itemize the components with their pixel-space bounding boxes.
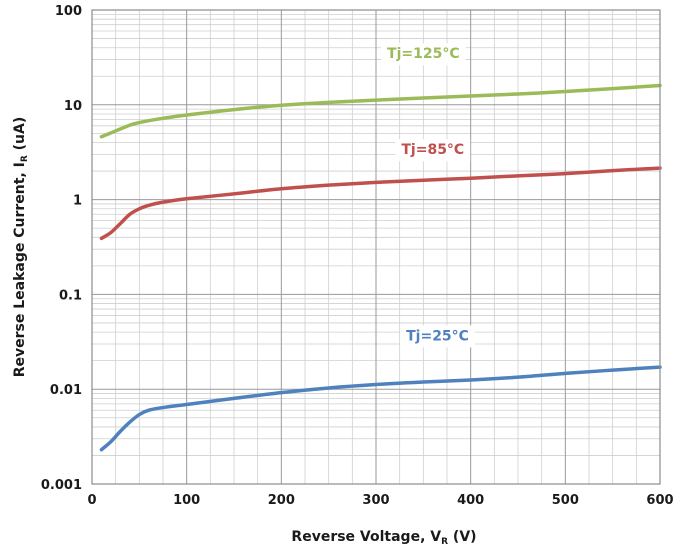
y-tick-label: 0.01 xyxy=(50,383,82,398)
series-line xyxy=(99,83,662,139)
x-axis-label: Reverse Voltage, VR (V) xyxy=(291,529,476,547)
plot-border xyxy=(91,9,661,485)
y-tick-label: 100 xyxy=(55,4,82,19)
series-line xyxy=(99,166,662,241)
series-label-background xyxy=(381,43,466,66)
x-tick-label: 400 xyxy=(457,493,484,508)
series-label: Tj=85°C xyxy=(401,142,464,158)
series-labels: Tj=125°C Tj=85°C Tj=25°C xyxy=(381,43,475,348)
y-tick-label: 0.001 xyxy=(41,478,82,493)
major-grid xyxy=(91,9,661,485)
x-tick-label: 200 xyxy=(268,493,295,508)
series-label: Tj=125°C xyxy=(387,46,460,62)
series-line xyxy=(99,365,662,452)
series-label-background xyxy=(395,139,471,162)
y-tick-label: 10 xyxy=(64,99,82,114)
series-layer xyxy=(99,83,662,452)
x-tick-label: 300 xyxy=(362,493,389,508)
y-axis-label: Reverse Leakage Current, IR (uA) xyxy=(12,117,30,378)
tick-labels: 0 100 200 300 400 500 600 0.001 0.01 0.1 1 10 100 xyxy=(41,4,674,508)
x-tick-label: 0 xyxy=(87,493,96,508)
y-tick-label: 1 xyxy=(73,194,82,209)
series-label: Tj=25°C xyxy=(406,328,469,344)
x-tick-label: 600 xyxy=(646,493,673,508)
series-label-background xyxy=(400,325,475,348)
x-tick-label: 500 xyxy=(552,493,579,508)
y-tick-label: 0.1 xyxy=(59,288,82,303)
x-tick-label: 100 xyxy=(173,493,200,508)
